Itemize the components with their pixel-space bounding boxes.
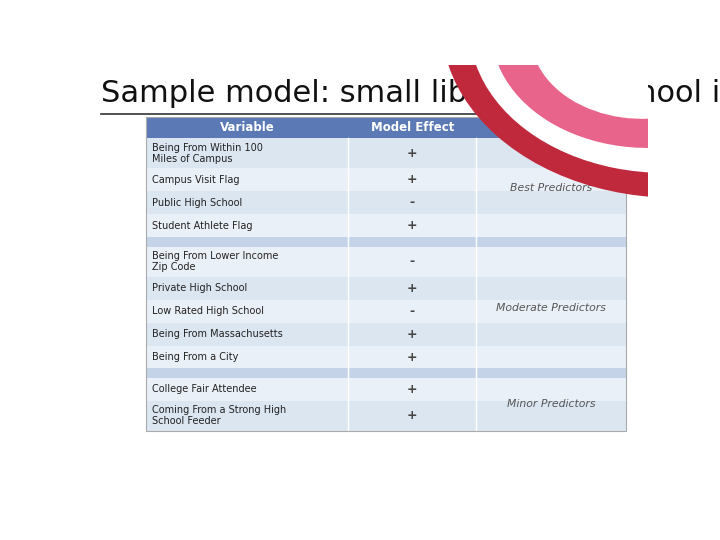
Text: Public High School: Public High School [153,198,243,208]
Text: Being From Massachusetts: Being From Massachusetts [153,329,283,339]
Wedge shape [441,0,716,198]
Text: -: - [410,197,415,210]
Text: 9: 9 [696,517,706,531]
Wedge shape [492,11,701,148]
Wedge shape [469,0,715,173]
Text: -: - [410,305,415,318]
Text: +: + [407,219,418,232]
FancyBboxPatch shape [145,368,626,377]
FancyBboxPatch shape [145,138,626,168]
Text: College Fair Attendee: College Fair Attendee [153,384,257,394]
Text: Being From Within 100
Miles of Campus: Being From Within 100 Miles of Campus [153,143,264,164]
Text: Private High School: Private High School [153,283,248,293]
FancyBboxPatch shape [145,401,626,431]
Text: Moderate Predictors: Moderate Predictors [496,302,606,313]
Text: Being From a City: Being From a City [153,352,239,362]
Text: +: + [407,147,418,160]
Text: Coming From a Strong High
School Feeder: Coming From a Strong High School Feeder [153,405,287,427]
Wedge shape [531,24,677,119]
Text: Student Athlete Flag: Student Athlete Flag [153,221,253,231]
Text: Sample model: small liberal arts school in MA: Sample model: small liberal arts school … [101,79,720,109]
FancyBboxPatch shape [145,346,626,368]
FancyBboxPatch shape [145,191,626,214]
FancyBboxPatch shape [145,322,626,346]
FancyBboxPatch shape [145,238,626,247]
Text: applerouth: applerouth [14,518,91,531]
Text: +: + [407,383,418,396]
Text: Being From Lower Income
Zip Code: Being From Lower Income Zip Code [153,251,279,272]
FancyBboxPatch shape [145,276,626,300]
FancyBboxPatch shape [145,247,626,276]
FancyBboxPatch shape [145,117,626,138]
Text: -: - [410,255,415,268]
Text: Low Rated High School: Low Rated High School [153,306,264,316]
FancyBboxPatch shape [145,377,626,401]
Text: Model Effect: Model Effect [371,121,454,134]
Text: Predictor Group: Predictor Group [498,121,604,134]
FancyBboxPatch shape [145,214,626,238]
Text: +: + [407,409,418,422]
Text: Minor Predictors: Minor Predictors [507,399,595,409]
FancyBboxPatch shape [145,168,626,191]
Text: Best Predictors: Best Predictors [510,183,592,193]
Text: Variable: Variable [220,121,274,134]
Text: +: + [407,281,418,295]
Text: +: + [407,173,418,186]
Text: Campus Visit Flag: Campus Visit Flag [153,175,240,185]
Text: +: + [407,350,418,363]
FancyBboxPatch shape [145,300,626,322]
Text: +: + [407,328,418,341]
